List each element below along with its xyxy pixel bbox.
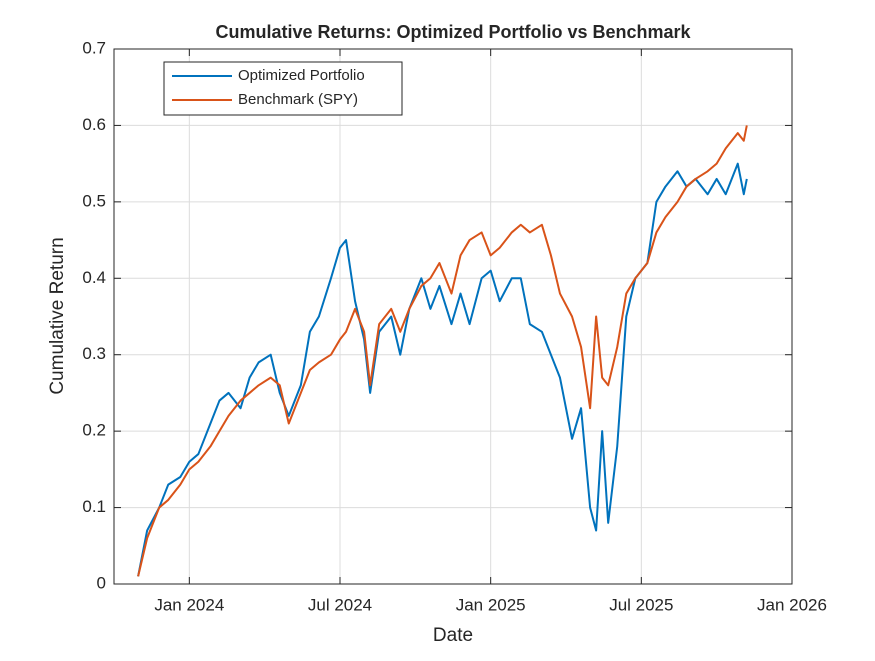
x-tick-label: Jul 2024: [308, 595, 372, 614]
data-line: [137, 162, 748, 577]
x-tick-label: Jan 2026: [757, 595, 827, 614]
y-tick-label: 0.2: [82, 421, 106, 440]
y-tick-label: 0: [97, 573, 106, 592]
y-tick-label: 0.7: [82, 38, 106, 57]
data-line: [137, 125, 748, 577]
x-tick-label: Jul 2025: [609, 595, 673, 614]
legend-label: Benchmark (SPY): [238, 91, 358, 108]
plot-lines: [137, 125, 748, 577]
ticks: 0 0.1 0.2 0.3 0.4 0.5 0.6 0.7 Jan 2024 Jul 2024 Ja…: [82, 38, 827, 614]
axes-box: [113, 48, 793, 585]
y-axis-label: Cumulative Return: [47, 237, 68, 394]
x-axis-label: Date: [433, 625, 473, 646]
y-tick-label: 0.4: [82, 268, 106, 287]
chart-title: Cumulative Returns: Optimized Portfolio …: [215, 22, 691, 42]
legend-label: Optimized Portfolio: [238, 67, 365, 84]
y-tick-label: 0.6: [82, 115, 106, 134]
y-tick-label: 0.1: [82, 497, 106, 516]
x-tick-label: Jan 2024: [154, 595, 224, 614]
x-tick-label: Jan 2025: [456, 595, 526, 614]
legend-box: [163, 61, 403, 116]
y-tick-label: 0.5: [82, 191, 106, 210]
legend: Optimized Portfolio Benchmark (SPY): [163, 61, 403, 116]
y-tick-label: 0.3: [82, 344, 106, 363]
